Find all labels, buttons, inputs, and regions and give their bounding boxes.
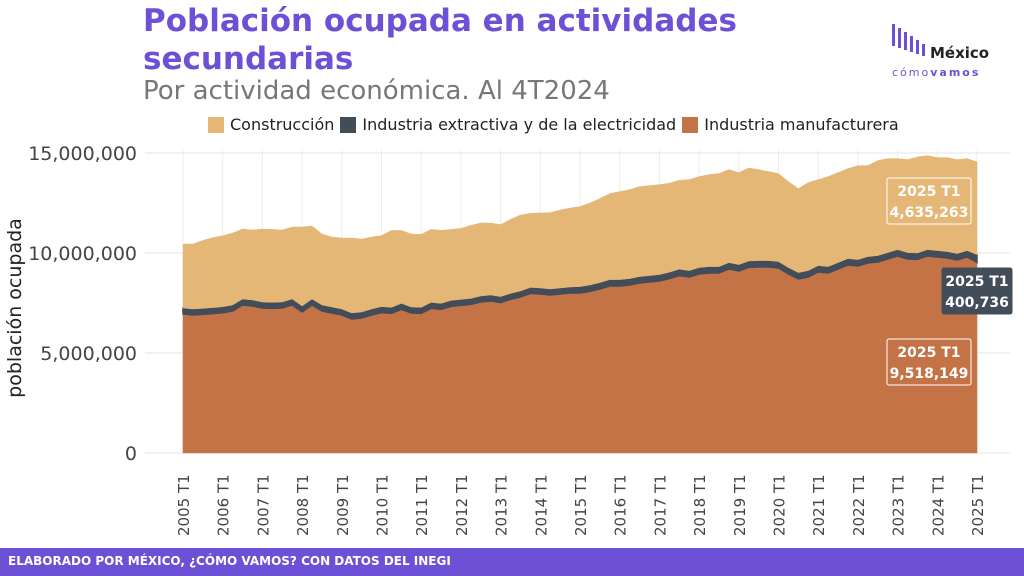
annotation-period: 2025 T1	[897, 345, 960, 361]
x-tick-label: 2022 T1	[850, 474, 868, 536]
x-tick-label: 2019 T1	[731, 474, 749, 536]
x-tick-label: 2025 T1	[969, 474, 987, 536]
legend-swatch-manufactura	[682, 116, 699, 133]
x-tick-label: 2016 T1	[612, 474, 630, 536]
annotation-value: 4,635,263	[890, 205, 969, 221]
y-tick-label: 15,000,000	[28, 143, 137, 165]
y-tick-label: 0	[125, 443, 137, 465]
x-tick-label: 2010 T1	[374, 474, 392, 536]
annotation-period: 2025 T1	[897, 184, 960, 200]
x-tick-label: 2023 T1	[890, 474, 908, 536]
legend-swatch-extractiva	[340, 116, 357, 133]
annotation-box	[886, 338, 972, 386]
x-tick-label: 2011 T1	[413, 474, 431, 536]
x-tick-label: 2024 T1	[929, 474, 947, 536]
annotation-period: 2025 T1	[945, 274, 1008, 290]
x-tick-label: 2009 T1	[334, 474, 352, 536]
annotation-value: 9,518,149	[890, 366, 969, 382]
x-tick-label: 2020 T1	[771, 474, 789, 536]
annotation-box	[941, 267, 1013, 315]
logo-text-como-vamos: cómovamos	[892, 66, 981, 79]
legend-label-extractiva: Industria extractiva y de la electricida…	[362, 115, 677, 134]
footer-credit: ELABORADO POR MÉXICO, ¿CÓMO VAMOS? CON D…	[8, 554, 451, 568]
chart-title: Población ocupada en actividades secunda…	[143, 3, 737, 77]
x-tick-label: 2012 T1	[453, 474, 471, 536]
x-tick-label: 2017 T1	[651, 474, 669, 536]
y-tick-label: 10,000,000	[28, 243, 137, 265]
x-tick-label: 2007 T1	[254, 474, 272, 536]
annotation-box	[886, 177, 972, 225]
x-tick-label: 2006 T1	[215, 474, 233, 536]
annotation-value: 400,736	[945, 295, 1009, 311]
legend-item-manufactura[interactable]: Industria manufacturera	[682, 115, 899, 134]
area-chart: 0 5,000,000 10,000,000 15,000,000 2005 T1 200…	[4, 143, 1013, 536]
x-tick-label: 2008 T1	[294, 474, 312, 536]
y-axis-title: población ocupada	[4, 218, 26, 398]
x-tick-label: 2014 T1	[532, 474, 550, 536]
logo-text-mexico: México	[930, 44, 990, 62]
x-tick-label: 2018 T1	[691, 474, 709, 536]
y-tick-label: 5,000,000	[40, 343, 137, 365]
x-tick-label: 2013 T1	[493, 474, 511, 536]
area-construccion	[182, 155, 978, 314]
mexico-como-vamos-logo: México cómovamos	[888, 22, 1003, 82]
legend-swatch-construccion	[208, 116, 224, 133]
legend-label-manufactura: Industria manufacturera	[704, 115, 899, 134]
chart-subtitle: Por actividad económica. Al 4T2024	[143, 76, 610, 106]
chart-legend: Construcción Industria extractiva y de l…	[208, 115, 905, 134]
footer-bar: ELABORADO POR MÉXICO, ¿CÓMO VAMOS? CON D…	[0, 548, 1024, 576]
legend-label-construccion: Construcción	[230, 115, 335, 134]
x-tick-label: 2005 T1	[175, 474, 193, 536]
x-tick-label: 2021 T1	[810, 474, 828, 536]
x-tick-label: 2015 T1	[572, 474, 590, 536]
legend-item-construccion[interactable]: Construcción	[208, 115, 334, 134]
legend-item-extractiva[interactable]: Industria extractiva y de la electricida…	[340, 115, 676, 134]
